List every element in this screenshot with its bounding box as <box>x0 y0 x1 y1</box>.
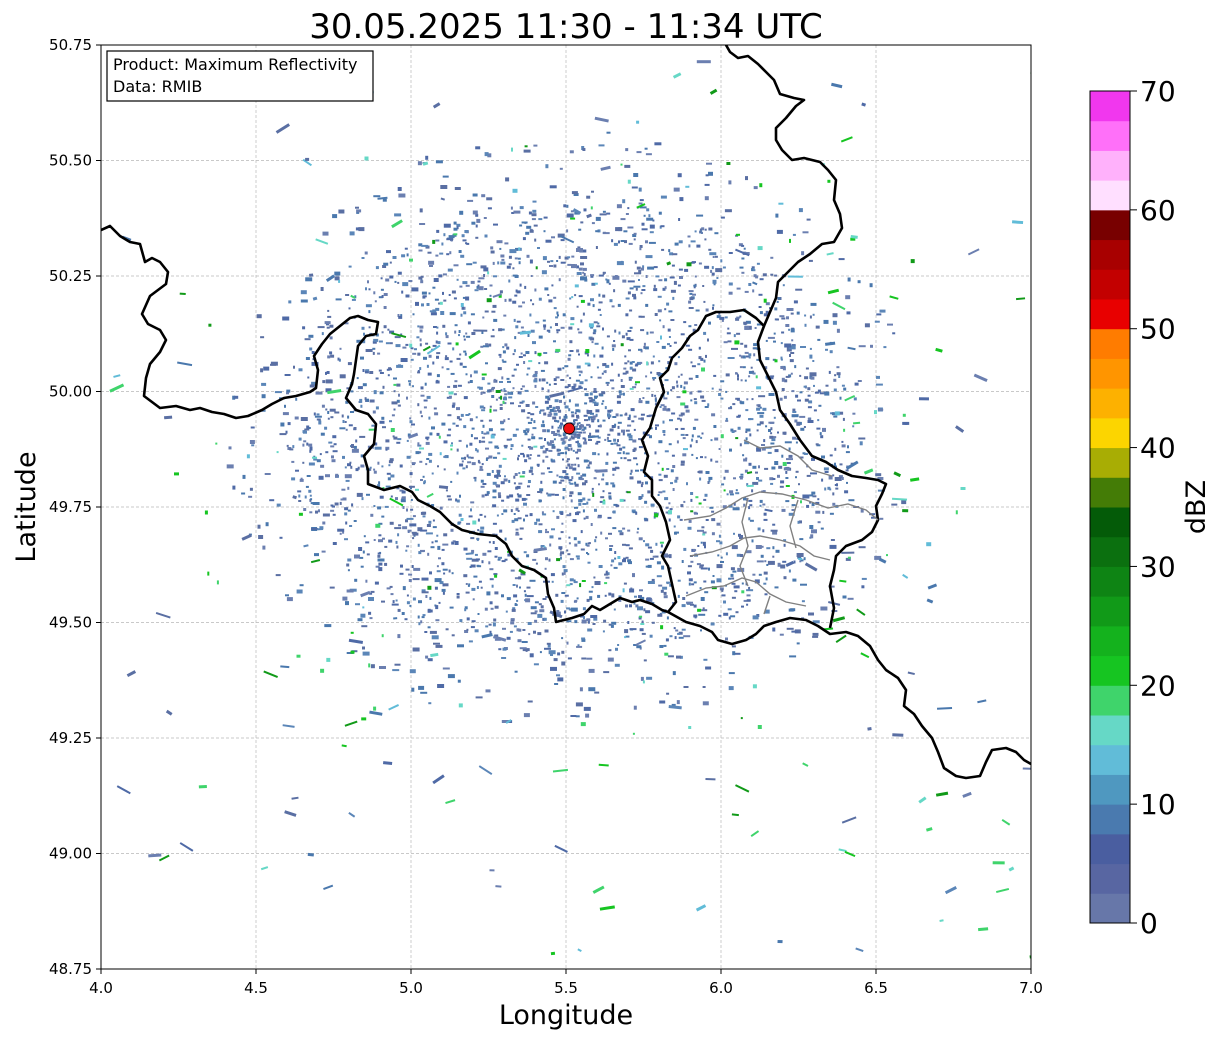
colorbar-tick-labels: 0 10 20 30 40 50 60 70 <box>1130 75 1176 940</box>
country-border-luxembourg-france <box>667 610 1031 780</box>
colorbar-swatch <box>1090 833 1130 865</box>
colorbar-tick-label: 40 <box>1140 432 1176 465</box>
colorbar-swatch <box>1090 299 1130 330</box>
colorbar-swatch <box>1090 477 1130 508</box>
colorbar-swatch <box>1090 774 1130 805</box>
colorbar-swatch <box>1090 180 1130 211</box>
colorbar-swatch <box>1090 120 1130 151</box>
x-tick-label: 6.0 <box>709 979 733 997</box>
colorbar-tick-label: 20 <box>1140 669 1176 702</box>
colorbar-swatch <box>1090 150 1130 181</box>
y-axis-label: Latitude <box>11 451 42 562</box>
colorbar-swatch <box>1090 91 1130 122</box>
colorbar-swatch <box>1090 744 1130 775</box>
y-tick-label: 49.50 <box>49 614 92 632</box>
colorbar-swatch <box>1090 447 1130 478</box>
radar-site-marker <box>563 422 575 435</box>
colorbar-swatches <box>1090 91 1130 924</box>
colorbar-swatch <box>1090 328 1130 359</box>
map-title: 30.05.2025 11:30 - 11:34 UTC <box>309 7 823 47</box>
colorbar-swatch <box>1090 239 1130 270</box>
colorbar-swatch <box>1090 566 1130 597</box>
y-tick-label: 50.25 <box>49 267 92 285</box>
colorbar-tick-label: 0 <box>1140 907 1158 940</box>
colorbar-tick-label: 10 <box>1140 788 1176 821</box>
y-tick-label: 49.25 <box>49 729 92 747</box>
colorbar-swatch <box>1090 417 1130 449</box>
colorbar-label: dBZ <box>1181 480 1212 534</box>
y-tick-label: 50.75 <box>49 36 92 54</box>
info-data: Data: RMIB <box>113 77 202 96</box>
colorbar-swatch <box>1090 596 1130 627</box>
borders <box>101 45 1031 780</box>
x-tick-label: 5.5 <box>554 979 578 997</box>
colorbar-swatch <box>1090 715 1130 746</box>
info-box: Product: Maximum Reflectivity Data: RMIB <box>106 50 374 102</box>
x-tick-labels: 4.0 4.5 5.0 5.5 6.0 6.5 7.0 <box>89 969 1043 997</box>
colorbar-tick-label: 60 <box>1140 194 1176 227</box>
country-border-belgium-luxembourg <box>640 45 844 613</box>
y-tick-label: 50.00 <box>49 383 92 401</box>
colorbar-tick-label: 50 <box>1140 313 1176 346</box>
colorbar-swatch <box>1090 655 1130 686</box>
colorbar-tick-label: 30 <box>1140 550 1176 583</box>
y-tick-label: 49.00 <box>49 845 92 863</box>
x-tick-label: 4.0 <box>89 979 113 997</box>
colorbar-swatch <box>1090 358 1130 389</box>
y-tick-labels: 48.75 49.00 49.25 49.50 49.75 50.00 50.25 50.50… <box>49 36 101 978</box>
colorbar-swatch <box>1090 507 1130 538</box>
colorbar-swatch <box>1090 804 1130 835</box>
colorbar-tick-label: 70 <box>1140 75 1176 108</box>
map-plot-area <box>100 44 1032 970</box>
colorbar-swatch <box>1090 388 1130 419</box>
y-tick-label: 48.75 <box>49 960 92 978</box>
colorbar: 0 10 20 30 40 50 60 70 dBZ <box>1089 75 1212 940</box>
info-product: Product: Maximum Reflectivity <box>113 55 357 74</box>
colorbar-swatch <box>1090 893 1130 924</box>
x-tick-label: 7.0 <box>1019 979 1043 997</box>
x-tick-label: 5.0 <box>399 979 423 997</box>
x-axis-label: Longitude <box>499 1000 633 1031</box>
country-border-france-belgium <box>101 224 669 624</box>
x-tick-label: 4.5 <box>244 979 268 997</box>
radar-echoes <box>109 55 1031 959</box>
colorbar-swatch <box>1090 685 1130 716</box>
colorbar-swatch <box>1090 269 1130 300</box>
x-tick-label: 6.5 <box>864 979 888 997</box>
colorbar-swatch <box>1090 863 1130 894</box>
colorbar-swatch <box>1090 536 1130 567</box>
colorbar-swatch <box>1090 209 1130 241</box>
y-tick-label: 50.50 <box>49 152 92 170</box>
region-boundaries <box>683 439 879 615</box>
country-border-luxembourg-germany <box>756 325 888 629</box>
colorbar-swatch <box>1090 625 1130 657</box>
y-tick-label: 49.75 <box>49 498 92 516</box>
